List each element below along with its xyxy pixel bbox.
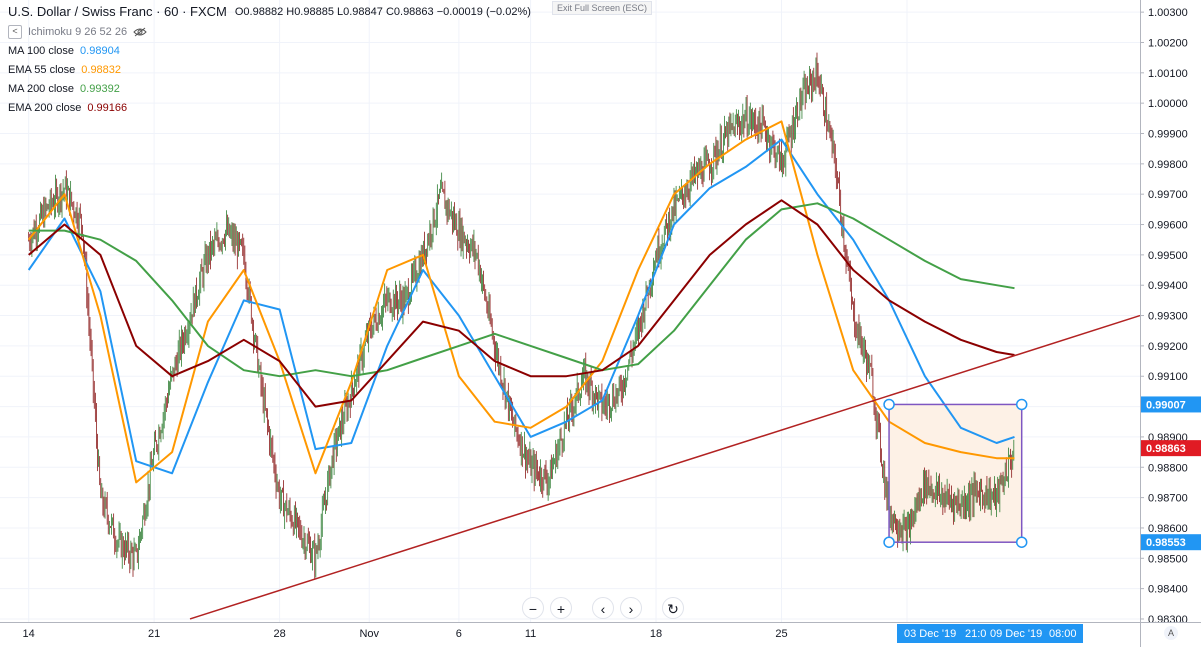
series-line-ma-200-close [28, 202, 1015, 378]
trendline-layer [189, 314, 1141, 620]
price-tick-label: 1.00300 [1148, 7, 1188, 19]
symbol-title[interactable]: U.S. Dollar / Swiss Franc · 60 · FXCM [8, 4, 227, 19]
time-tick-label: 11 [525, 628, 536, 640]
date-range-tag [897, 624, 1083, 643]
range-box-handle[interactable] [883, 536, 895, 548]
indicator-ema200[interactable]: EMA 200 close 0.99166 [8, 100, 531, 116]
price-axis: 1.00300 1.00200 1.00100 1.00000 0.99900 0.998… [1140, 0, 1201, 647]
price-tag-bg [1141, 396, 1201, 413]
time-tick-label: 18 [650, 628, 662, 640]
indicator-ma200[interactable]: MA 200 close 0.99392 [8, 81, 531, 97]
price-tick-label: 0.99600 [1148, 220, 1188, 232]
scroll-right-button[interactable]: › [620, 597, 642, 619]
price-tick-label: 0.98500 [1148, 553, 1188, 565]
time-tick-label: 6 [456, 628, 462, 640]
range-box-layer [889, 404, 1022, 543]
price-tick-label: 0.98700 [1148, 493, 1188, 505]
indicator-value: 0.98904 [80, 45, 120, 57]
range-box-fill [889, 404, 1022, 543]
candles-layer [28, 52, 1015, 579]
time-tick-label: 28 [273, 628, 285, 640]
indicator-value: 0.99392 [80, 83, 120, 95]
date-range-start: 03 Dec '19 [904, 628, 956, 640]
indicator-value: 0.98832 [81, 64, 122, 76]
hidden-eye-icon[interactable] [133, 27, 147, 37]
price-tag-bg [1141, 440, 1201, 457]
price-tick-label: 0.98800 [1148, 462, 1188, 474]
price-tick-label: 0.99500 [1148, 250, 1188, 262]
indicator-ema55[interactable]: EMA 55 close 0.98832 [8, 62, 531, 78]
price-tick-label: 0.98400 [1148, 584, 1188, 596]
indicator-label: MA 200 close [8, 83, 75, 95]
ichimoku-label: Ichimoku 9 26 52 26 [28, 26, 128, 38]
support-trendline [189, 314, 1141, 620]
price-tick-label: 1.00000 [1148, 98, 1188, 110]
chart-nav-toolbar: − + ‹ › ↻ [522, 597, 684, 619]
price-tick-label: 0.99900 [1148, 129, 1188, 141]
indicator-label: MA 100 close [8, 45, 75, 57]
range-box-handle[interactable] [1015, 536, 1028, 548]
reset-chart-button[interactable]: ↻ [662, 597, 684, 619]
date-range-start-time: 21:0 [965, 628, 986, 640]
series-line-ema-200-close [28, 199, 1015, 408]
indicator-ma100[interactable]: MA 100 close 0.98904 [8, 43, 531, 59]
collapse-icon[interactable]: < [8, 25, 22, 39]
time-tick-label: Nov [359, 628, 379, 640]
price-tick-label: 1.00100 [1148, 68, 1188, 80]
range-box-overlay [883, 398, 1028, 548]
indicator-label: EMA 200 close [8, 102, 82, 114]
series-line-ma-100-close [27, 138, 1015, 475]
date-range-end: 09 Dec '19 [990, 628, 1042, 640]
price-tag-label: 0.99007 [1146, 399, 1186, 411]
ohlc-readout: O0.98882 H0.98885 L0.98847 C0.98863 −0.0… [234, 6, 531, 18]
price-tick-label: 0.99400 [1148, 280, 1188, 292]
price-tag-label: 0.98553 [1146, 537, 1186, 549]
exit-fullscreen-button[interactable]: Exit Full Screen (ESC) [552, 1, 653, 15]
price-tick-label: 0.99100 [1148, 371, 1188, 383]
time-tick-label: 21 [148, 628, 160, 640]
price-tick-label: 0.98300 [1148, 614, 1188, 626]
chart-legend: U.S. Dollar / Swiss Franc · 60 · FXCM O0… [8, 4, 531, 116]
range-box-handle[interactable] [1015, 398, 1028, 411]
price-tick-label: 0.98600 [1148, 523, 1188, 535]
price-tick-label: 1.00200 [1148, 37, 1188, 49]
indicator-value: 0.99166 [87, 102, 128, 114]
zoom-in-button[interactable]: + [550, 597, 572, 619]
legend-header: U.S. Dollar / Swiss Franc · 60 · FXCM O0… [8, 4, 531, 20]
price-tick-label: 0.99200 [1148, 341, 1188, 353]
price-tag-bg [1141, 534, 1201, 551]
price-tick-label: 0.99700 [1148, 189, 1188, 201]
price-tick-label: 0.99800 [1148, 159, 1188, 171]
price-tick-label: 0.99300 [1148, 311, 1188, 323]
scroll-left-button[interactable]: ‹ [592, 597, 614, 619]
indicator-lines-layer [27, 120, 1015, 484]
range-box-handle[interactable] [883, 398, 895, 411]
series-line-ema-55-close [27, 120, 1015, 484]
price-tag-label: 0.98863 [1146, 443, 1186, 455]
ichimoku-row[interactable]: < Ichimoku 9 26 52 26 [8, 24, 531, 40]
date-range-end-time: 08:00 [1049, 628, 1077, 640]
time-tick-label: 25 [775, 628, 787, 640]
zoom-out-button[interactable]: − [522, 597, 544, 619]
range-box-outline [888, 403, 1023, 543]
indicator-label: EMA 55 close [8, 64, 76, 76]
auto-scale-button[interactable]: A [1164, 626, 1178, 640]
time-tick-label: 14 [23, 628, 35, 640]
